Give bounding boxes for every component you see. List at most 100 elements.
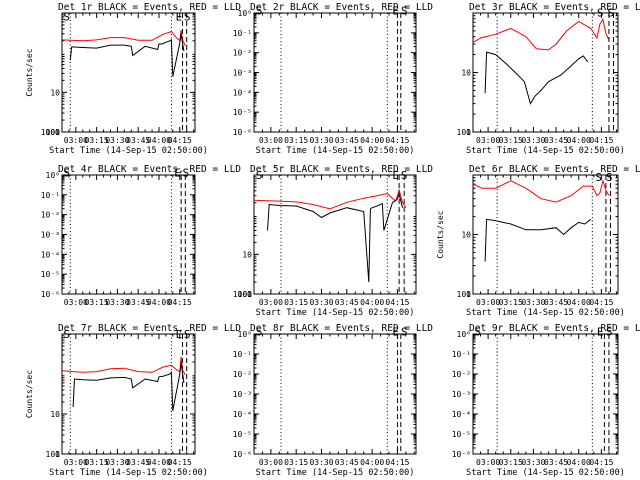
y-tick-label: 10⁰ bbox=[457, 330, 471, 339]
det-8-panel: Det 8r BLACK = Events, RED = LLD 10⁻⁶ 10⁻⁵… bbox=[233, 323, 434, 478]
det-5-plot-frame bbox=[253, 174, 417, 295]
x-tick-label: 03:15 bbox=[499, 298, 523, 307]
x-tick-label: 03:30 bbox=[521, 136, 545, 145]
det-3-y-axis: 1 10 100 bbox=[457, 15, 618, 137]
x-tick-label: 04:00 bbox=[147, 458, 171, 467]
det-5-panel: Det 5r BLACK = Events, RED = LLD 1 10 10010… bbox=[233, 164, 434, 318]
det-6-y-axis-label: Counts/sec bbox=[436, 210, 445, 258]
x-tick-label: 04:00 bbox=[360, 458, 384, 467]
y-tick-label: 10⁻³ bbox=[41, 231, 60, 240]
y-tick-label: 10⁻¹ bbox=[452, 350, 471, 359]
x-tick-label: 04:00 bbox=[360, 298, 384, 307]
det-2-x-axis: 03:00 03:15 03:30 03:45 04:00 04:15 bbox=[259, 13, 415, 145]
y-tick-label: 10⁻¹ bbox=[41, 191, 60, 200]
marker-S: S bbox=[63, 328, 70, 341]
x-tick-label: 03:30 bbox=[521, 298, 545, 307]
det-5-x-axis: 03:00 03:15 03:30 03:45 04:00 04:15 bbox=[259, 175, 415, 307]
x-tick-label: 04:15 bbox=[168, 458, 192, 467]
x-tick-label: 04:15 bbox=[589, 298, 613, 307]
x-tick-label: 04:15 bbox=[589, 458, 613, 467]
marker-S: S bbox=[607, 6, 614, 19]
y-tick-label: 10⁰ bbox=[238, 9, 252, 18]
y-tick-label: 10⁻⁴ bbox=[452, 410, 471, 419]
x-tick-label: 03:15 bbox=[85, 298, 109, 307]
x-tick-label: 04:15 bbox=[385, 458, 409, 467]
det-8-x-axis-label: Start Time (14-Sep-15 02:50:00) bbox=[256, 468, 415, 478]
y-tick-label: 10⁻¹ bbox=[233, 29, 252, 38]
det-1-lld-line bbox=[61, 30, 186, 46]
y-tick-label: 10⁻⁵ bbox=[233, 108, 252, 117]
det-1-events-line bbox=[69, 33, 185, 77]
marker-E: E bbox=[597, 325, 604, 338]
det-9-x-axis-label: Start Time (14-Sep-15 02:50:00) bbox=[466, 468, 625, 478]
det-1-plot-frame bbox=[61, 12, 196, 133]
y-tick-label: 10⁻⁵ bbox=[233, 430, 252, 439]
y-tick-label: 10⁻² bbox=[41, 211, 60, 220]
marker-S: S bbox=[63, 10, 70, 23]
y-tick-label: 10⁻³ bbox=[233, 390, 252, 399]
y-tick-label: 10⁻³ bbox=[452, 390, 471, 399]
x-tick-label: 04:15 bbox=[385, 136, 409, 145]
x-tick-label: 03:30 bbox=[521, 458, 545, 467]
det-8-plot-frame bbox=[253, 333, 417, 455]
x-tick-label: 04:15 bbox=[168, 136, 192, 145]
marker-E: E bbox=[176, 10, 183, 23]
y-tick-label: 10⁻⁴ bbox=[233, 410, 252, 419]
det-5-events-line bbox=[267, 192, 403, 283]
det-4-title: Det 4r BLACK = Events, RED = LLD bbox=[58, 164, 241, 175]
y-tick-label: 1000 bbox=[41, 128, 60, 137]
x-tick-label: 03:45 bbox=[126, 136, 150, 145]
x-tick-label: 03:45 bbox=[335, 298, 359, 307]
x-tick-label: 03:30 bbox=[105, 136, 129, 145]
y-tick-label: 10⁰ bbox=[238, 330, 252, 339]
det-9-y-axis: 10⁻⁶ 10⁻⁵ 10⁻⁴ 10⁻³ 10⁻² 10⁻¹ 10⁰ bbox=[452, 330, 618, 459]
det-1-title: Det 1r BLACK = Events, RED = LLD bbox=[58, 2, 241, 13]
marker-S: S bbox=[475, 325, 482, 338]
marker-S: S bbox=[63, 166, 70, 179]
y-tick-label: 10⁰ bbox=[46, 171, 60, 180]
x-tick-label: 04:00 bbox=[147, 298, 171, 307]
marker-E: E bbox=[174, 166, 181, 179]
det-6-x-axis-label: Start Time (14-Sep-15 02:50:00) bbox=[466, 308, 625, 318]
x-tick-label: 03:15 bbox=[85, 458, 109, 467]
x-tick-label: 03:30 bbox=[309, 298, 333, 307]
y-tick-label: 10⁻² bbox=[233, 370, 252, 379]
x-tick-label: 04:15 bbox=[385, 298, 409, 307]
y-tick-label: 10⁻⁶ bbox=[452, 450, 471, 459]
y-tick-label: 10⁻⁵ bbox=[452, 430, 471, 439]
det-5-title: Det 5r BLACK = Events, RED = LLD bbox=[250, 164, 433, 175]
y-tick-label: 100 bbox=[457, 128, 472, 137]
x-tick-label: 03:30 bbox=[309, 136, 333, 145]
marker-E: E bbox=[392, 4, 399, 17]
x-tick-label: 03:30 bbox=[309, 458, 333, 467]
y-tick-label: 100 bbox=[46, 128, 61, 137]
y-tick-label: 10 bbox=[461, 231, 471, 240]
x-tick-label: 03:00 bbox=[259, 298, 283, 307]
det-1-y-axis-label: Counts/sec bbox=[25, 48, 34, 96]
x-tick-label: 04:00 bbox=[360, 136, 384, 145]
x-tick-label: 03:15 bbox=[499, 458, 523, 467]
det-8-x-axis: 03:00 03:15 03:30 03:45 04:00 04:15 bbox=[259, 334, 415, 467]
det-1-panel: Det 1r BLACK = Events, RED = LLD 1 10 10010… bbox=[25, 2, 241, 156]
det-3-panel: Det 3r BLACK = Events, RED = LLD 1 10 100 03… bbox=[457, 2, 640, 156]
x-tick-label: 03:00 bbox=[259, 136, 283, 145]
det-6-title: Det 6r BLACK = Events, RED = LLD bbox=[469, 164, 640, 175]
det-8-y-axis: 10⁻⁶ 10⁻⁵ 10⁻⁴ 10⁻³ 10⁻² 10⁻¹ 10⁰ bbox=[233, 330, 416, 459]
y-tick-label: 10⁻⁶ bbox=[233, 450, 252, 459]
det-7-title: Det 7r BLACK = Events, RED = LLD bbox=[58, 323, 241, 334]
x-tick-label: 03:30 bbox=[105, 298, 129, 307]
marker-S: S bbox=[597, 6, 604, 19]
x-tick-label: 03:30 bbox=[105, 458, 129, 467]
y-tick-label: 10⁻¹ bbox=[233, 350, 252, 359]
det-6-plot-frame bbox=[472, 174, 619, 295]
y-tick-label: 10⁻² bbox=[452, 370, 471, 379]
det-2-plot-frame bbox=[253, 12, 417, 133]
marker-E: E bbox=[392, 325, 399, 338]
x-tick-label: 03:15 bbox=[284, 458, 308, 467]
x-tick-label: 04:15 bbox=[589, 136, 613, 145]
